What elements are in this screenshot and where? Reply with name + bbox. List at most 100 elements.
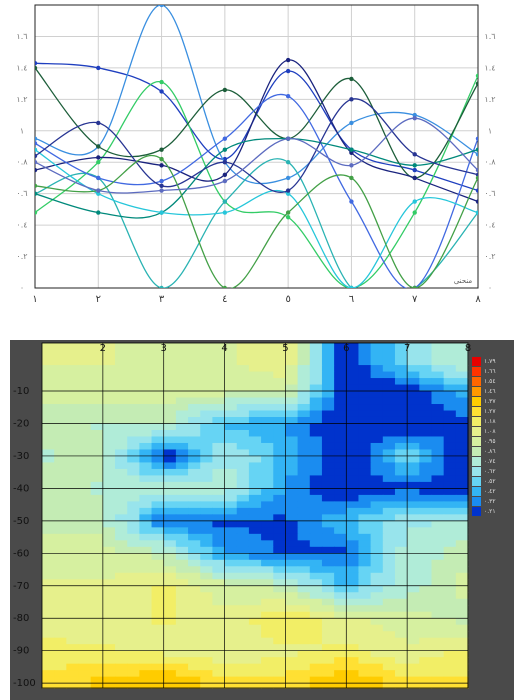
contour-cell	[407, 546, 420, 554]
contour-cell	[346, 449, 360, 457]
contour-cell	[188, 416, 201, 425]
contour-cell	[407, 598, 420, 606]
contour-cell	[358, 520, 372, 528]
contour-cell	[455, 663, 469, 671]
contour-cell	[200, 475, 213, 483]
contour-cell	[431, 436, 445, 444]
contour-cell	[102, 618, 116, 626]
contour-cell	[200, 410, 213, 418]
contour-cell	[163, 391, 177, 399]
contour-cell	[431, 391, 445, 399]
contour-cell	[285, 546, 299, 554]
point	[412, 152, 417, 157]
contour-cell	[224, 611, 238, 619]
contour-cell	[261, 371, 274, 379]
contour-cell	[151, 553, 165, 561]
contour-cell	[334, 481, 347, 489]
contour-cell	[455, 410, 469, 418]
contour-cell	[175, 657, 189, 665]
contour-cell	[236, 365, 250, 373]
point	[96, 191, 101, 196]
contour-cell	[321, 663, 335, 671]
contour-cell	[188, 468, 201, 477]
contour-cell	[248, 371, 262, 379]
contour-cell	[273, 624, 287, 632]
contour-cell	[407, 423, 420, 431]
contour-cell	[346, 507, 360, 515]
contour-cell	[236, 423, 250, 431]
x-tick-label: ٤	[222, 294, 227, 305]
contour-cell	[407, 553, 420, 561]
contour-cell	[236, 410, 250, 418]
contour-cell	[127, 501, 140, 509]
contour-cell	[66, 442, 80, 451]
contour-cell	[394, 585, 408, 593]
contour-cell	[175, 533, 189, 541]
contour-cell	[455, 481, 469, 489]
contour-cell	[78, 592, 92, 600]
contour-cell	[102, 559, 116, 567]
contour-cell	[224, 442, 238, 451]
contour-cell	[382, 592, 396, 600]
contour-cell	[78, 644, 92, 652]
contour-cell	[407, 644, 420, 652]
contour-cell	[370, 644, 384, 652]
contour-cell	[419, 579, 433, 587]
contour-cell	[163, 423, 177, 431]
contour-cell	[236, 605, 250, 613]
contour-cell	[54, 585, 67, 593]
contour-cell	[212, 481, 226, 489]
contour-cell	[151, 657, 165, 665]
contour-cell	[188, 449, 201, 457]
contour-cell	[248, 579, 262, 587]
contour-cell	[175, 546, 189, 554]
contour-cell	[346, 611, 360, 619]
contour-cell	[370, 455, 384, 464]
contour-cell	[175, 624, 189, 632]
point	[412, 112, 417, 118]
contour-cell	[334, 488, 347, 496]
contour-cell	[358, 644, 372, 652]
contour-cell	[309, 391, 323, 399]
contour-cell	[175, 429, 189, 438]
contour-cell	[163, 637, 177, 645]
contour-cell	[334, 343, 347, 366]
point	[475, 199, 478, 204]
contour-cell	[188, 657, 201, 665]
contour-cell	[382, 670, 396, 678]
contour-cell	[431, 520, 445, 528]
contour-cell	[42, 449, 55, 457]
contour-cell	[297, 527, 311, 535]
contour-cell	[419, 475, 433, 483]
contour-cell	[443, 436, 457, 444]
contour-cell	[358, 579, 372, 587]
contour-cell	[78, 494, 92, 502]
contour-cell	[382, 475, 396, 483]
contour-cell	[394, 410, 408, 418]
contour-cell	[248, 618, 262, 626]
contour-cell	[115, 611, 128, 619]
contour-cell	[321, 546, 335, 554]
contour-cell	[200, 520, 213, 528]
contour-cell	[236, 540, 250, 548]
contour-cell	[346, 436, 360, 444]
contour-cell	[175, 566, 189, 574]
contour-cell	[115, 455, 128, 464]
contour-cell	[321, 520, 335, 528]
contour-cell	[66, 449, 80, 457]
contour-cell	[285, 585, 299, 593]
contour-cell	[78, 410, 92, 418]
contour-cell	[382, 397, 396, 405]
contour-cell	[115, 436, 128, 444]
contour-cell	[443, 455, 457, 464]
point	[35, 136, 38, 141]
contour-cell	[346, 343, 360, 366]
contour-cell	[188, 514, 201, 522]
contour-cell	[151, 637, 165, 645]
contour-cell	[188, 579, 201, 587]
contour-cell	[297, 533, 311, 541]
contour-cell	[78, 520, 92, 528]
contour-cell	[188, 365, 201, 373]
contour-cell	[102, 644, 116, 652]
contour-cell	[102, 631, 116, 639]
